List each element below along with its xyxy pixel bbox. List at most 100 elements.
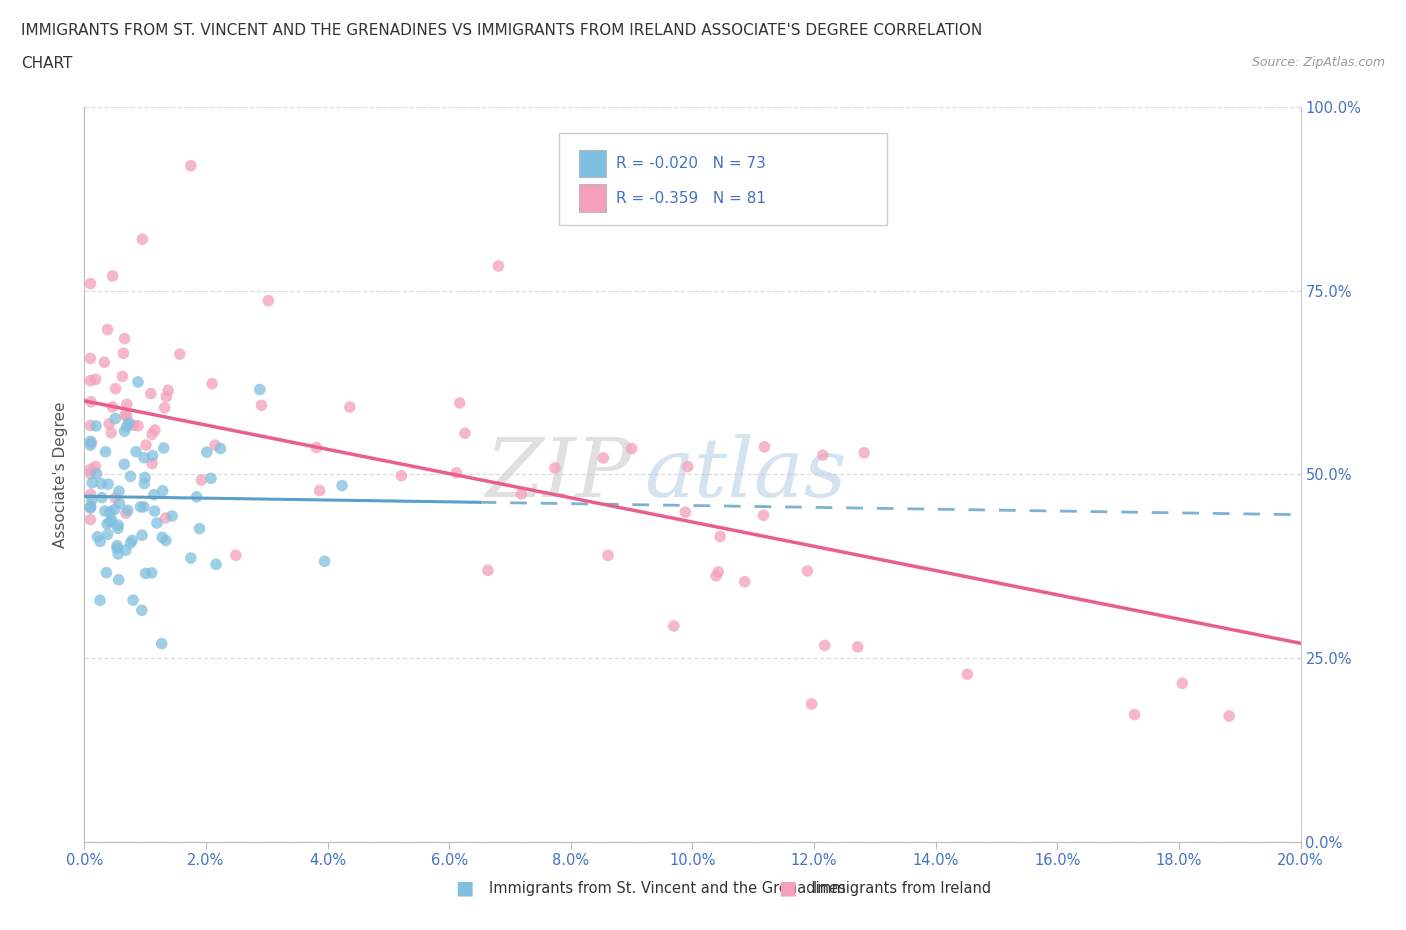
Point [79, 276, 101, 291]
Point [104, 490, 127, 505]
Text: Immigrants from St. Vincent and the Grenadines: Immigrants from St. Vincent and the Gren… [489, 881, 846, 896]
Point [305, 440, 328, 455]
Point [446, 465, 468, 480]
Point [79, 462, 101, 477]
Point [454, 426, 477, 441]
Point [853, 445, 876, 460]
Point [98, 505, 121, 520]
Point [141, 427, 163, 442]
Point [104, 381, 127, 396]
Point [1123, 707, 1146, 722]
Point [225, 548, 247, 563]
Point [153, 400, 176, 415]
Point [107, 547, 129, 562]
Point [800, 697, 823, 711]
Point [79, 499, 101, 514]
Point [754, 439, 776, 454]
Text: IMMIGRANTS FROM ST. VINCENT AND THE GRENADINES VS IMMIGRANTS FROM IRELAND ASSOCI: IMMIGRANTS FROM ST. VINCENT AND THE GREN… [21, 23, 983, 38]
Point [150, 530, 173, 545]
Point [155, 533, 177, 548]
Point [141, 565, 163, 580]
Point [135, 566, 157, 581]
Point [195, 445, 218, 459]
Point [97, 477, 120, 492]
Point [114, 543, 136, 558]
Point [89, 593, 111, 608]
Point [96, 565, 118, 580]
Point [846, 640, 869, 655]
Point [389, 469, 412, 484]
Point [107, 572, 129, 587]
Point [662, 618, 685, 633]
Point [544, 460, 567, 475]
Point [79, 434, 101, 449]
Point [250, 398, 273, 413]
Point [160, 509, 183, 524]
Point [169, 347, 191, 362]
Point [449, 395, 471, 410]
Point [100, 425, 122, 440]
Point [132, 499, 155, 514]
Point [118, 416, 141, 431]
Text: Source: ZipAtlas.com: Source: ZipAtlas.com [1251, 56, 1385, 69]
Point [620, 441, 643, 456]
Point [180, 158, 202, 173]
Point [112, 346, 135, 361]
Point [114, 424, 136, 439]
Point [141, 456, 163, 471]
Point [120, 536, 142, 551]
Point [93, 355, 115, 370]
Point [200, 471, 222, 485]
Point [796, 564, 818, 578]
Point [150, 636, 173, 651]
Point [314, 554, 336, 569]
Text: ■: ■ [454, 879, 474, 897]
Point [330, 478, 353, 493]
Point [186, 489, 208, 504]
Point [956, 667, 979, 682]
Point [131, 527, 153, 542]
FancyBboxPatch shape [558, 133, 887, 224]
Point [122, 592, 145, 607]
Point [80, 394, 103, 409]
Point [143, 422, 166, 437]
Point [98, 514, 121, 529]
Point [80, 492, 103, 507]
Point [249, 382, 271, 397]
Point [79, 351, 101, 365]
Text: R = -0.359   N = 81: R = -0.359 N = 81 [616, 191, 766, 206]
Point [96, 516, 118, 531]
Point [132, 450, 155, 465]
Text: R = -0.020   N = 73: R = -0.020 N = 73 [616, 156, 766, 171]
Point [79, 466, 101, 481]
Bar [579, 184, 606, 212]
Point [814, 638, 837, 653]
Point [90, 490, 112, 505]
Point [125, 445, 148, 459]
Point [676, 459, 699, 474]
Point [308, 484, 330, 498]
Point [135, 437, 157, 452]
Point [127, 375, 149, 390]
Point [510, 486, 533, 501]
Point [90, 476, 112, 491]
Point [201, 377, 224, 392]
Point [97, 527, 120, 542]
Point [115, 409, 138, 424]
Point [100, 512, 122, 527]
Point [596, 548, 619, 563]
Point [89, 534, 111, 549]
Point [1218, 709, 1240, 724]
Point [811, 447, 834, 462]
Point [107, 521, 129, 536]
Point [180, 551, 202, 565]
Point [205, 557, 228, 572]
Point [339, 400, 361, 415]
Text: CHART: CHART [21, 56, 73, 71]
Point [188, 521, 211, 536]
Point [111, 369, 134, 384]
Point [117, 503, 139, 518]
Point [96, 322, 118, 337]
Text: Immigrants from Ireland: Immigrants from Ireland [813, 881, 991, 896]
Point [142, 448, 165, 463]
